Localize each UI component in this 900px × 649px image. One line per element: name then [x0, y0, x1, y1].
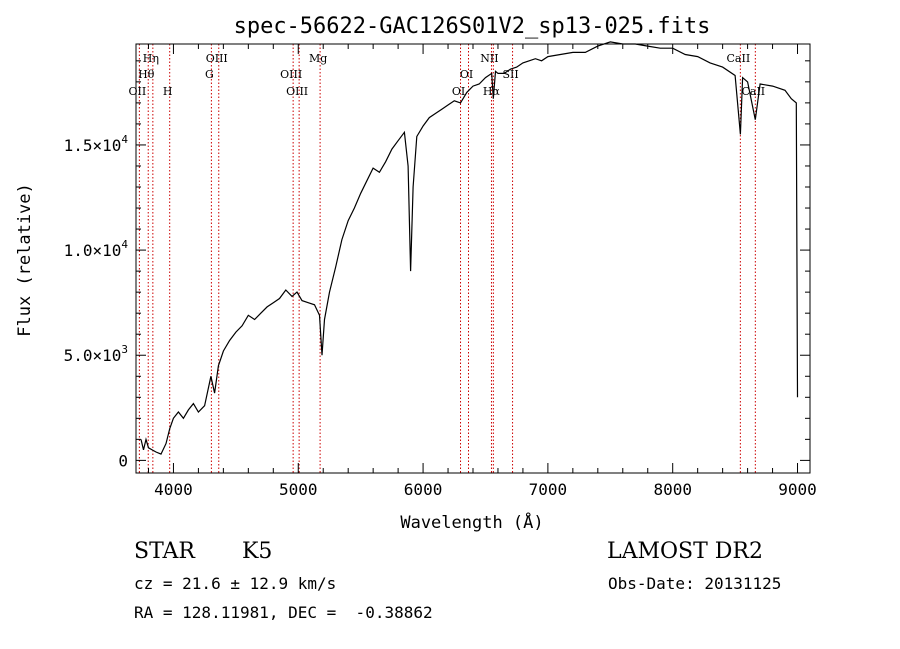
plot-frame — [135, 43, 811, 474]
spectral-line-label-2: Hθ — [138, 68, 155, 81]
x-tick-label-1: 5000 — [279, 480, 318, 499]
spectral-line-label-11: NII — [480, 52, 498, 65]
spectral-line-label-12: Hα — [483, 85, 501, 98]
x-tick-label-3: 7000 — [529, 480, 568, 499]
y-tick-label-2: 1.0×104 — [64, 238, 129, 260]
x-tick-label-0: 4000 — [154, 480, 193, 499]
sky-coordinates: RA = 128.11981, DEC = -0.38862 — [134, 603, 433, 622]
y-tick-label-1: 5.0×103 — [64, 343, 128, 365]
spectral-line-label-9: OI — [452, 85, 465, 98]
x-tick-label-4: 8000 — [653, 480, 692, 499]
y-tick-label-0: 0 — [118, 451, 128, 470]
spectral-line-label-1: Hη — [143, 52, 159, 65]
spectral-line-label-15: CaII — [741, 85, 765, 98]
spectral-line-label-5: G — [205, 68, 214, 81]
object-subclass: K5 — [242, 539, 273, 564]
x-axis-label: Wavelength (Å) — [400, 511, 543, 533]
chart-title: spec-56622-GAC126S01V2_sp13-025.fits — [234, 14, 711, 39]
axis-ticks: 4000 5000 6000 7000 8000 9000 0 5.0×103 1.0×104 1… — [64, 44, 817, 499]
spectral-line-label-14: CaII — [727, 52, 751, 65]
object-class: STAR — [134, 539, 195, 564]
spectral-line-label-13: SII — [502, 68, 518, 81]
spectrum-line — [140, 41, 799, 455]
spectral-line-label-7: OIII — [286, 85, 308, 98]
spectral-line-label-10: OI — [460, 68, 473, 81]
x-tick-label-2: 6000 — [404, 480, 443, 499]
redshift-velocity: cz = 21.6 ± 12.9 km/s — [134, 574, 337, 593]
survey-name: LAMOST DR2 — [607, 539, 763, 564]
spectral-line-label-3: H — [163, 85, 173, 98]
y-tick-label-3: 1.5×104 — [64, 133, 129, 155]
spectral-line-label-6: OIII — [280, 68, 302, 81]
spectral-line-label-0: OII — [129, 85, 147, 98]
y-axis-label: Flux (relative) — [15, 183, 35, 337]
observation-date: Obs-Date: 20131125 — [608, 574, 782, 593]
spectral-line-label-4: OIII — [206, 52, 228, 65]
spectral-line-label-8: Mg — [309, 52, 327, 65]
x-tick-label-5: 9000 — [778, 480, 817, 499]
